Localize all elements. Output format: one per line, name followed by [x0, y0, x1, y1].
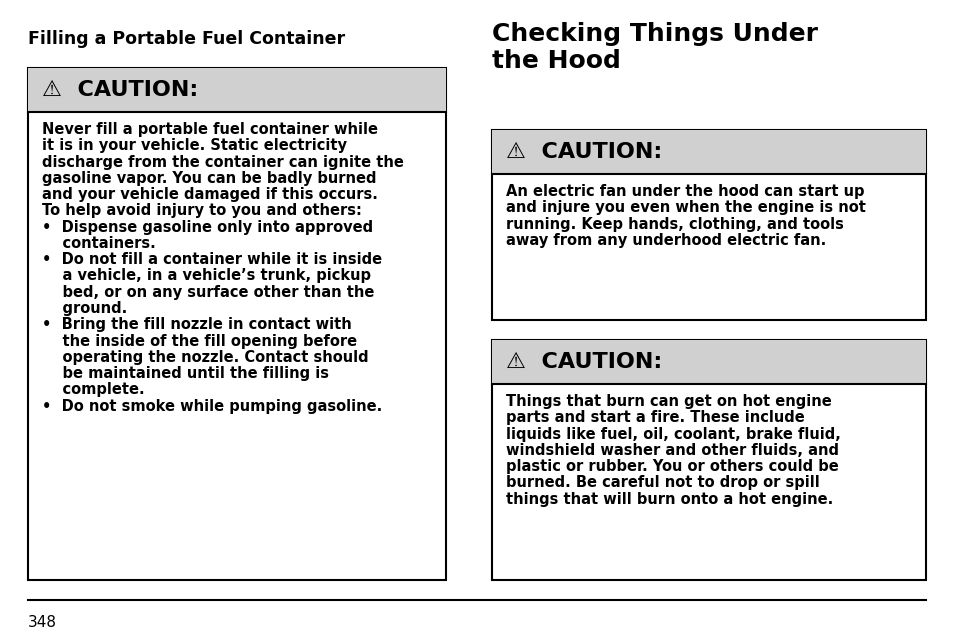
Text: containers.: containers.	[42, 236, 155, 251]
Text: the Hood: the Hood	[492, 49, 620, 73]
Text: ⚠  CAUTION:: ⚠ CAUTION:	[505, 352, 661, 372]
Bar	[492, 130, 925, 320]
Text: windshield washer and other fluids, and: windshield washer and other fluids, and	[505, 443, 838, 458]
Text: running. Keep hands, clothing, and tools: running. Keep hands, clothing, and tools	[505, 216, 843, 232]
Text: operating the nozzle. Contact should: operating the nozzle. Contact should	[42, 350, 368, 365]
Text: 348: 348	[28, 615, 57, 630]
Text: ground.: ground.	[42, 301, 127, 316]
Text: Checking Things Under: Checking Things Under	[492, 22, 817, 46]
Text: be maintained until the filling is: be maintained until the filling is	[42, 366, 329, 381]
Text: gasoline vapor. You can be badly burned: gasoline vapor. You can be badly burned	[42, 171, 376, 186]
Text: burned. Be careful not to drop or spill: burned. Be careful not to drop or spill	[505, 475, 819, 490]
Text: plastic or rubber. You or others could be: plastic or rubber. You or others could b…	[505, 459, 838, 474]
Text: liquids like fuel, oil, coolant, brake fluid,: liquids like fuel, oil, coolant, brake f…	[505, 427, 840, 441]
Text: ⚠  CAUTION:: ⚠ CAUTION:	[505, 142, 661, 162]
Text: bed, or on any surface other than the: bed, or on any surface other than the	[42, 285, 374, 300]
Text: •  Dispense gasoline only into approved: • Dispense gasoline only into approved	[42, 219, 373, 235]
Bar	[492, 130, 925, 174]
Text: discharge from the container can ignite the: discharge from the container can ignite …	[42, 155, 403, 170]
Text: Filling a Portable Fuel Container: Filling a Portable Fuel Container	[28, 30, 345, 48]
Text: Things that burn can get on hot engine: Things that burn can get on hot engine	[505, 394, 831, 409]
Text: Never fill a portable fuel container while: Never fill a portable fuel container whi…	[42, 122, 377, 137]
Text: the inside of the fill opening before: the inside of the fill opening before	[42, 333, 356, 349]
Text: •  Bring the fill nozzle in contact with: • Bring the fill nozzle in contact with	[42, 317, 352, 332]
Text: things that will burn onto a hot engine.: things that will burn onto a hot engine.	[505, 492, 832, 507]
Text: An electric fan under the hood can start up: An electric fan under the hood can start…	[505, 184, 863, 199]
Text: and injure you even when the engine is not: and injure you even when the engine is n…	[505, 200, 865, 215]
Text: it is in your vehicle. Static electricity: it is in your vehicle. Static electricit…	[42, 138, 347, 153]
Text: and your vehicle damaged if this occurs.: and your vehicle damaged if this occurs.	[42, 187, 377, 202]
Text: ⚠  CAUTION:: ⚠ CAUTION:	[42, 80, 198, 100]
Text: away from any underhood electric fan.: away from any underhood electric fan.	[505, 233, 825, 248]
Bar	[28, 68, 446, 580]
Text: a vehicle, in a vehicle’s trunk, pickup: a vehicle, in a vehicle’s trunk, pickup	[42, 268, 371, 284]
Text: complete.: complete.	[42, 382, 145, 398]
Bar	[492, 340, 925, 580]
Bar	[492, 340, 925, 384]
Text: parts and start a fire. These include: parts and start a fire. These include	[505, 410, 804, 425]
Text: •  Do not fill a container while it is inside: • Do not fill a container while it is in…	[42, 252, 382, 267]
Bar	[28, 68, 446, 112]
Text: •  Do not smoke while pumping gasoline.: • Do not smoke while pumping gasoline.	[42, 399, 382, 413]
Text: To help avoid injury to you and others:: To help avoid injury to you and others:	[42, 204, 361, 218]
